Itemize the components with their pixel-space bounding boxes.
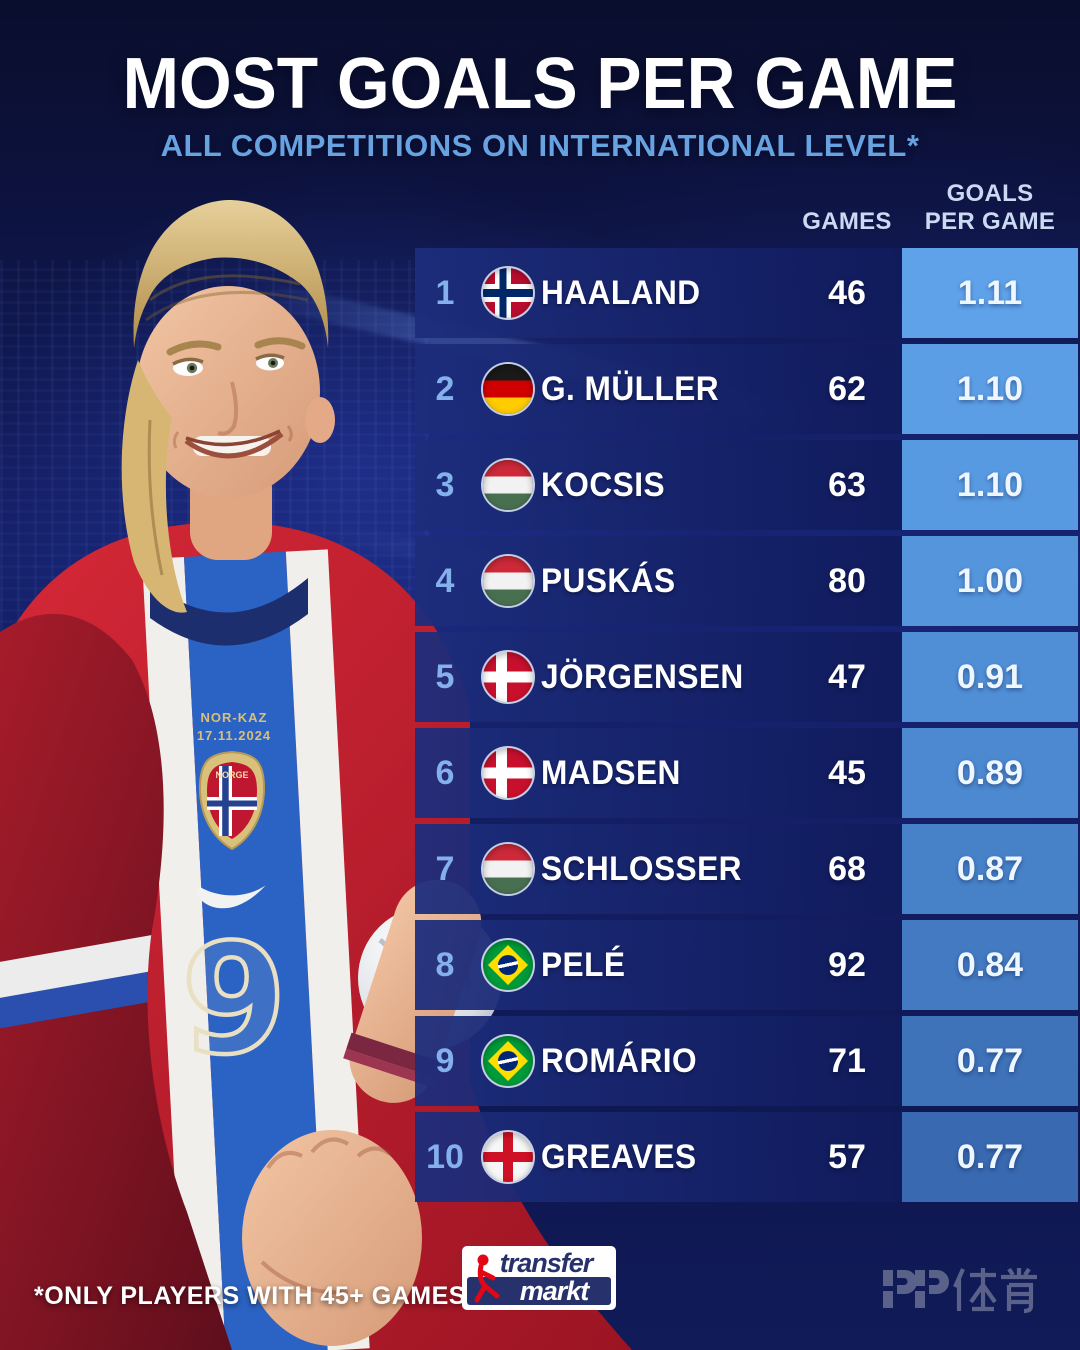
jersey-badge-line1: NOR-KAZ [201,710,268,725]
table-row: 5 JÖRGENSEN 47 0.91 [415,632,1078,722]
flag-germany-icon [483,364,533,414]
column-header-games: GAMES [802,208,892,235]
table-header: GAMES GOALS PER GAME [415,170,1078,248]
table-rows: 1 HAALAND 46 1.11 2 G. MÜLLER 62 1.10 3 … [415,248,1078,1202]
table-row: 10 GREAVES 57 0.77 [415,1112,1078,1202]
flag-denmark-icon [483,652,533,702]
ranking-table: GAMES GOALS PER GAME 1 HAALAND 46 1.11 2… [415,170,1078,1202]
player-name: HAALAND [541,273,701,312]
transfermarkt-logo-line1: transfer [500,1248,595,1278]
norway-crest-icon: NORGE [198,750,266,851]
flag-brazil-icon [483,940,533,990]
table-row: 3 KOCSIS 63 1.10 [415,440,1078,530]
goals-per-game-value: 0.91 [902,632,1078,722]
table-row: 1 HAALAND 46 1.11 [415,248,1078,338]
games-value: 63 [828,465,866,504]
table-row: 7 SCHLOSSER 68 0.87 [415,824,1078,914]
table-row: 6 MADSEN 45 0.89 [415,728,1078,818]
flag-cell [475,1132,541,1182]
flag-denmark-icon [483,748,533,798]
rank-label: 9 [435,1041,455,1080]
player-name: PUSKÁS [541,561,676,600]
rank-label: 7 [435,849,455,888]
page-subtitle: ALL COMPETITIONS ON INTERNATIONAL LEVEL* [160,128,920,163]
rank-label: 2 [435,369,455,408]
goals-per-game-value: 0.84 [902,920,1078,1010]
goals-per-game-value: 0.87 [902,824,1078,914]
rank-label: 1 [435,273,455,312]
column-header-goals-line1: GOALS [946,180,1034,207]
column-header-goals-per-game: GOALS PER GAME [902,180,1078,236]
flag-cell [475,940,541,990]
flag-hungary-icon [483,556,533,606]
flag-cell [475,1036,541,1086]
player-name: PELÉ [541,945,626,984]
rank-label: 10 [426,1137,464,1176]
flag-cell [475,268,541,318]
flag-cell [475,844,541,894]
goals-per-game-value: 1.10 [902,440,1078,530]
games-value: 71 [828,1041,866,1080]
flag-brazil-icon [483,1036,533,1086]
player-name: GREAVES [541,1137,697,1176]
goals-per-game-value: 1.10 [902,344,1078,434]
tm-player-icon [474,1254,500,1303]
rank-label: 6 [435,753,455,792]
games-value: 68 [828,849,866,888]
page-title: MOST GOALS PER GAME [0,36,1080,132]
games-value: 62 [828,369,866,408]
player-name: G. MÜLLER [541,369,720,408]
flag-cell [475,748,541,798]
games-value: 47 [828,657,866,696]
games-value: 80 [828,561,866,600]
games-value: 45 [828,753,866,792]
player-name: JÖRGENSEN [541,657,744,696]
footnote: *ONLY PLAYERS WITH 45+ GAMES INCL. [34,1282,542,1310]
jersey-badge-line2: 17.11.2024 [197,728,271,743]
rank-label: 3 [435,465,455,504]
rank-label: 8 [435,945,455,984]
table-row: 4 PUSKÁS 80 1.00 [415,536,1078,626]
flag-england-icon [483,1132,533,1182]
flag-hungary-icon [483,844,533,894]
player-name: ROMÁRIO [541,1041,698,1080]
goals-per-game-value: 1.00 [902,536,1078,626]
flag-norway-icon [483,268,533,318]
transfermarkt-logo-line2: markt [520,1276,591,1306]
flag-cell [475,652,541,702]
flag-cell [475,556,541,606]
games-value: 46 [828,273,866,312]
table-row: 2 G. MÜLLER 62 1.10 [415,344,1078,434]
table-row: 9 ROMÁRIO 71 0.77 [415,1016,1078,1106]
flag-hungary-icon [483,460,533,510]
player-name: KOCSIS [541,465,666,504]
column-header-goals-line2: PER GAME [924,208,1056,235]
jersey-number: 9 [181,911,287,1088]
page-title-text: MOST GOALS PER GAME [122,44,958,124]
table-row: 8 PELÉ 92 0.84 [415,920,1078,1010]
flag-cell [475,364,541,414]
goals-per-game-value: 0.89 [902,728,1078,818]
flag-cell [475,460,541,510]
games-value: 92 [828,945,866,984]
player-name: MADSEN [541,753,681,792]
rank-label: 5 [435,657,455,696]
goals-per-game-value: 0.77 [902,1016,1078,1106]
games-value: 57 [828,1137,866,1176]
player-name: SCHLOSSER [541,849,742,888]
goals-per-game-value: 1.11 [902,248,1078,338]
goals-per-game-value: 0.77 [902,1112,1078,1202]
pp-sports-watermark [883,1267,1037,1314]
crest-label: NORGE [215,770,248,780]
rank-label: 4 [435,561,455,600]
transfermarkt-logo: transfer markt [462,1246,616,1310]
